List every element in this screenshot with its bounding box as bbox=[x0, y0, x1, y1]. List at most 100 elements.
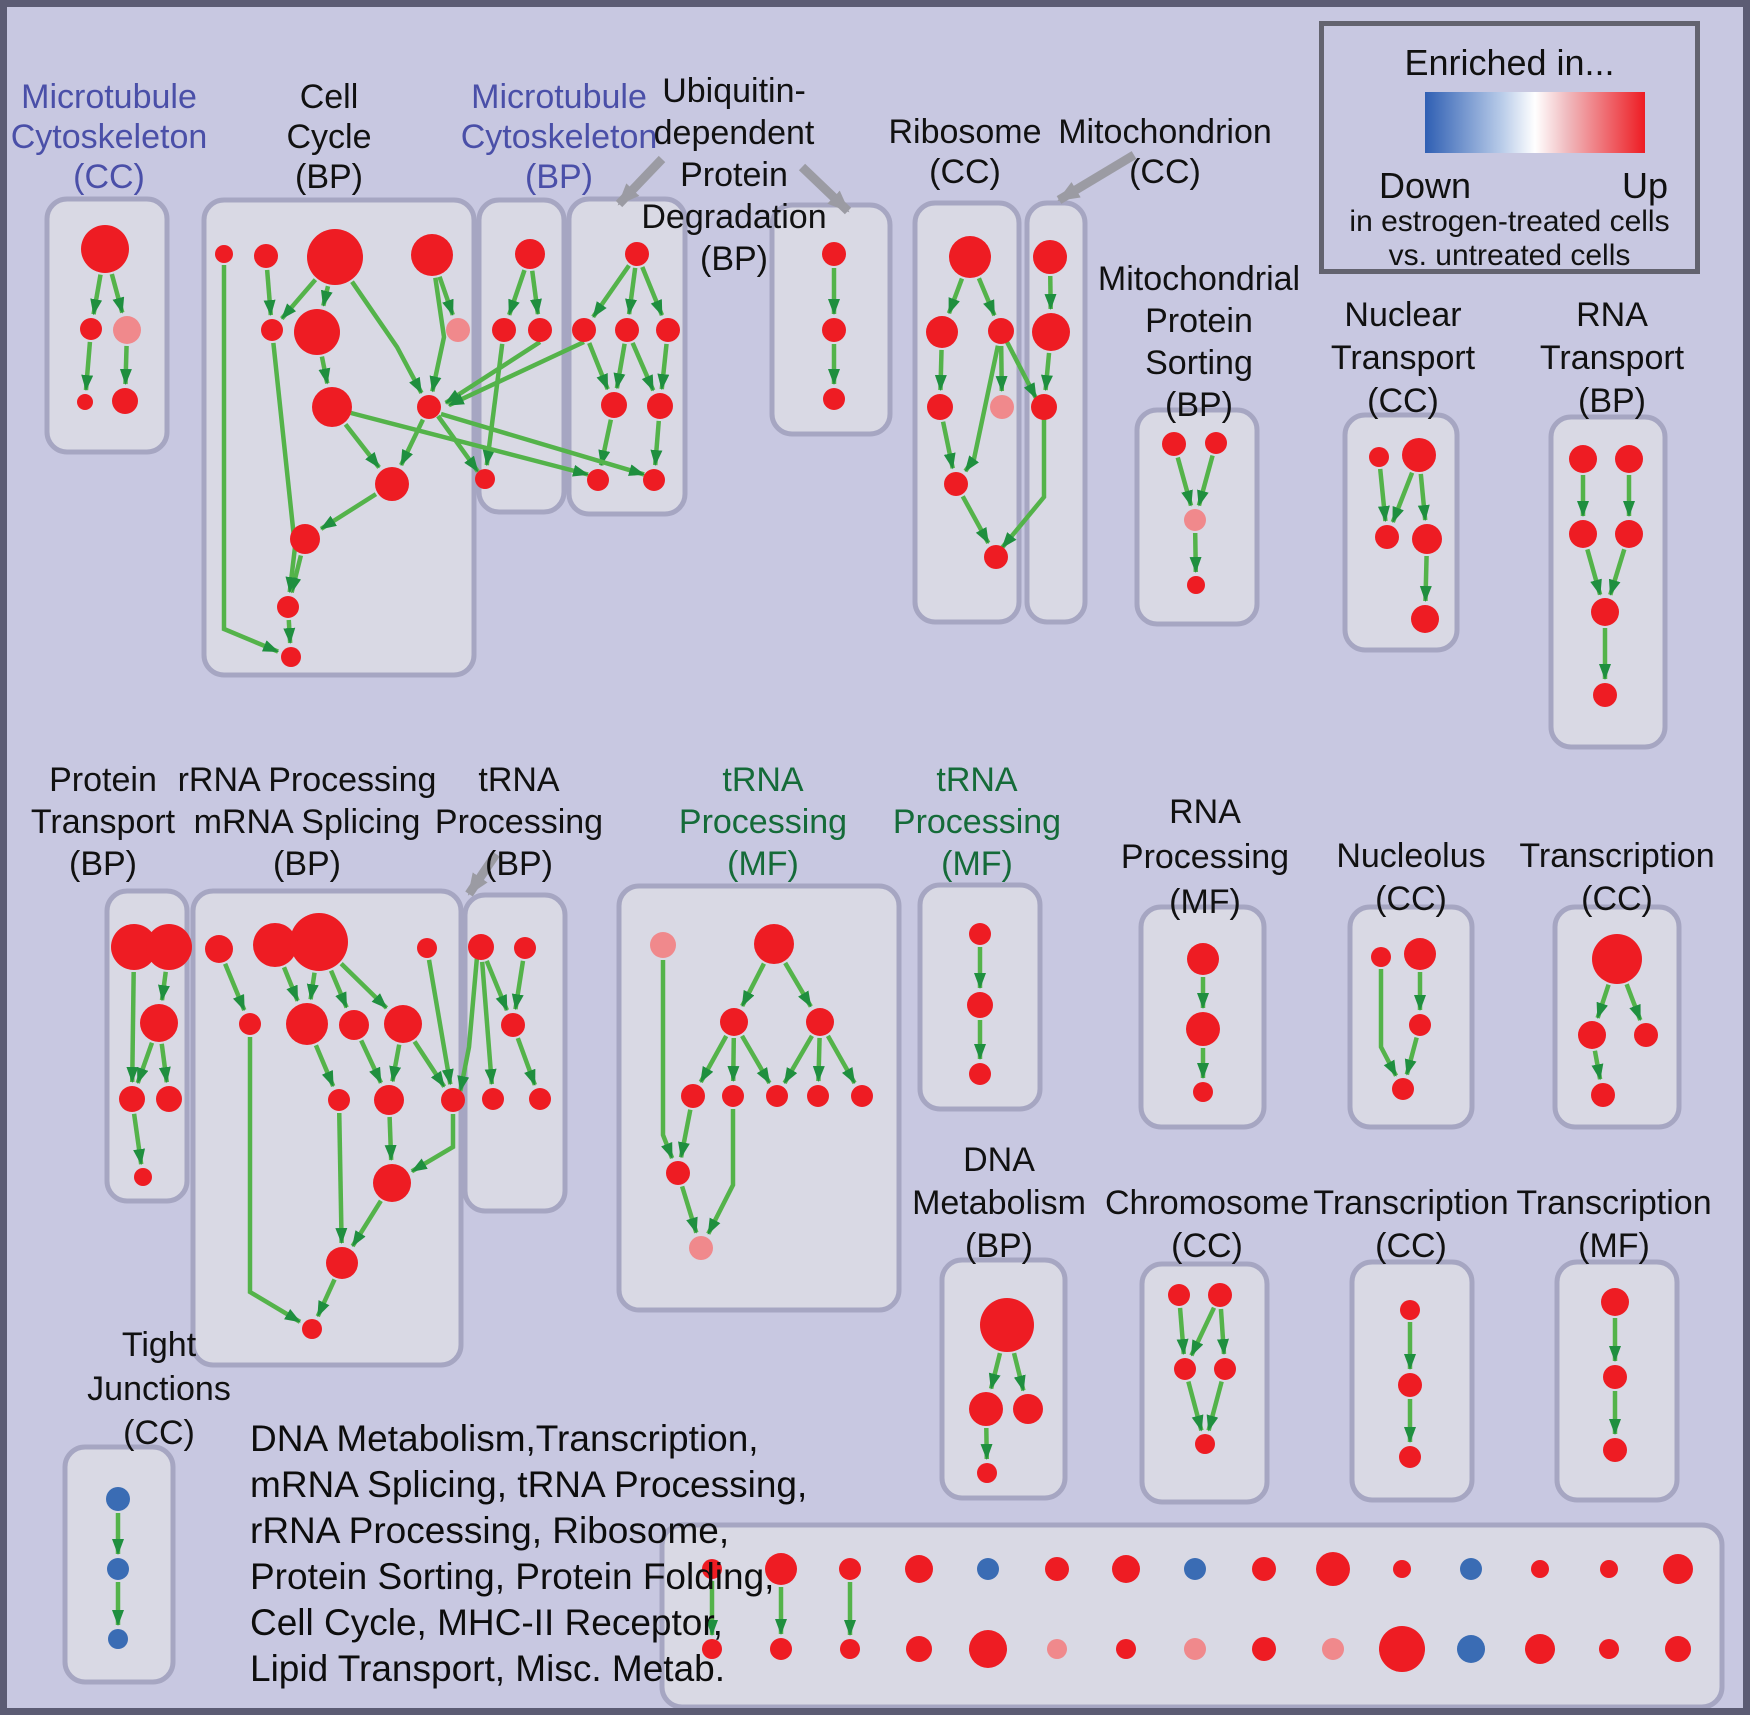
go-term-node bbox=[1399, 1446, 1421, 1468]
go-term-node bbox=[689, 1236, 713, 1260]
go-term-node bbox=[339, 1010, 369, 1040]
hierarchy-edge bbox=[934, 349, 947, 392]
go-term-node bbox=[1174, 1358, 1196, 1380]
go-term-node bbox=[81, 225, 129, 273]
go-term-node bbox=[475, 469, 495, 489]
go-term-node bbox=[156, 1086, 182, 1112]
go-term-node bbox=[111, 924, 157, 970]
go-term-node bbox=[1112, 1555, 1140, 1583]
hierarchy-edge bbox=[318, 356, 331, 385]
network-diagram bbox=[44, 151, 1725, 1708]
hierarchy-edge bbox=[263, 269, 276, 317]
hierarchy-edge bbox=[507, 269, 527, 316]
go-term-node bbox=[1168, 1284, 1190, 1306]
go-term-node bbox=[1252, 1637, 1276, 1661]
go-term-node bbox=[253, 923, 297, 967]
go-term-node bbox=[1214, 1358, 1236, 1380]
go-term-node bbox=[681, 1084, 705, 1108]
cluster-title-dna-metabolism-bp: DNA Metabolism (BP) bbox=[912, 1141, 1086, 1265]
hierarchy-edge bbox=[81, 341, 94, 392]
go-term-node bbox=[806, 1008, 834, 1036]
hierarchy-edge bbox=[1011, 1352, 1026, 1392]
hierarchy-edge bbox=[335, 1112, 348, 1244]
cluster-title-trna-mf-large: tRNA Processing (MF) bbox=[678, 761, 848, 883]
go-term-node bbox=[1409, 1014, 1431, 1036]
go-term-node bbox=[572, 318, 596, 342]
hierarchy-edge bbox=[1378, 969, 1399, 1077]
hierarchy-edge bbox=[1206, 1380, 1224, 1432]
hierarchy-edge bbox=[1419, 555, 1432, 603]
hierarchy-edge bbox=[119, 345, 132, 386]
cross-cluster-edge bbox=[1000, 418, 1047, 549]
go-term-node bbox=[286, 1003, 328, 1045]
hierarchy-edge bbox=[1041, 352, 1053, 392]
label-pointer-arrow bbox=[465, 851, 500, 897]
cluster-title-trna-mf-small: tRNA Processing (MF) bbox=[892, 761, 1062, 883]
go-term-node bbox=[146, 924, 192, 970]
hierarchy-edge bbox=[625, 267, 638, 316]
cluster-box-transcription-cc-mid bbox=[1552, 904, 1682, 1130]
hierarchy-edge bbox=[1196, 454, 1215, 507]
hierarchy-edge bbox=[1176, 1307, 1189, 1356]
go-term-node bbox=[625, 242, 649, 266]
go-term-node bbox=[1457, 1635, 1485, 1663]
cluster-title-mitochondrion-cc: Mitochondrion (CC) bbox=[1058, 113, 1272, 191]
go-term-node bbox=[294, 309, 340, 355]
go-term-node bbox=[514, 937, 536, 959]
hierarchy-edge bbox=[706, 1109, 736, 1235]
go-term-node bbox=[1591, 1083, 1615, 1107]
go-term-node bbox=[927, 394, 953, 420]
go-term-node bbox=[1615, 520, 1643, 548]
go-term-node bbox=[702, 1559, 722, 1579]
hierarchy-edge bbox=[1417, 473, 1430, 522]
go-term-node bbox=[1601, 1288, 1629, 1316]
hierarchy-edge bbox=[1608, 548, 1627, 596]
go-term-node bbox=[1162, 432, 1186, 456]
cluster-title-transcription-mf: Transcription (MF) bbox=[1516, 1184, 1712, 1265]
go-term-node bbox=[980, 1298, 1034, 1352]
hierarchy-edge bbox=[727, 1037, 740, 1082]
cross-cluster-edge bbox=[457, 956, 480, 1093]
hierarchy-edge bbox=[1189, 1306, 1217, 1357]
go-term-node bbox=[969, 1392, 1003, 1426]
go-term-node bbox=[656, 318, 680, 342]
hierarchy-edge bbox=[613, 343, 627, 390]
hierarchy-edge bbox=[158, 971, 170, 1002]
legend-up-label: Up bbox=[1621, 165, 1669, 206]
go-term-node bbox=[765, 1553, 797, 1585]
go-term-node bbox=[1531, 1560, 1549, 1578]
go-term-node bbox=[702, 1639, 722, 1659]
hierarchy-edge bbox=[280, 278, 318, 321]
go-term-node bbox=[373, 1164, 411, 1202]
go-term-node bbox=[1615, 445, 1643, 473]
hierarchy-edge bbox=[740, 962, 766, 1008]
legend-subtitle-2: vs. untreated cells bbox=[1388, 239, 1631, 272]
hierarchy-edge bbox=[587, 342, 610, 391]
go-term-node bbox=[1032, 313, 1070, 351]
hierarchy-edge bbox=[135, 1042, 155, 1084]
go-term-node bbox=[1402, 438, 1436, 472]
go-term-node bbox=[515, 239, 545, 269]
cross-cluster-edge bbox=[444, 340, 542, 405]
go-term-node bbox=[108, 1629, 128, 1649]
hierarchy-edge bbox=[412, 1040, 447, 1088]
hierarchy-edge bbox=[109, 273, 125, 314]
hierarchy-edge bbox=[437, 275, 455, 316]
cluster-title-nucleolus-cc: Nucleolus (CC) bbox=[1336, 837, 1486, 918]
go-term-node bbox=[969, 923, 991, 945]
legend-down-label: Down bbox=[1378, 165, 1472, 206]
hierarchy-edge bbox=[650, 420, 663, 467]
hierarchy-edge bbox=[399, 418, 425, 467]
go-term-node bbox=[281, 647, 301, 667]
go-term-node bbox=[1316, 1552, 1350, 1586]
hierarchy-edge bbox=[479, 961, 497, 1086]
go-term-node bbox=[949, 236, 991, 278]
go-term-node bbox=[851, 1085, 873, 1107]
hierarchy-edge bbox=[657, 343, 670, 391]
go-term-node bbox=[587, 469, 609, 491]
go-term-node bbox=[1379, 1626, 1425, 1672]
hierarchy-edge bbox=[359, 1039, 384, 1084]
go-term-node bbox=[528, 318, 552, 342]
hierarchy-edge bbox=[812, 1037, 825, 1083]
cluster-title-ribosome-cc: Ribosome (CC) bbox=[888, 113, 1042, 191]
